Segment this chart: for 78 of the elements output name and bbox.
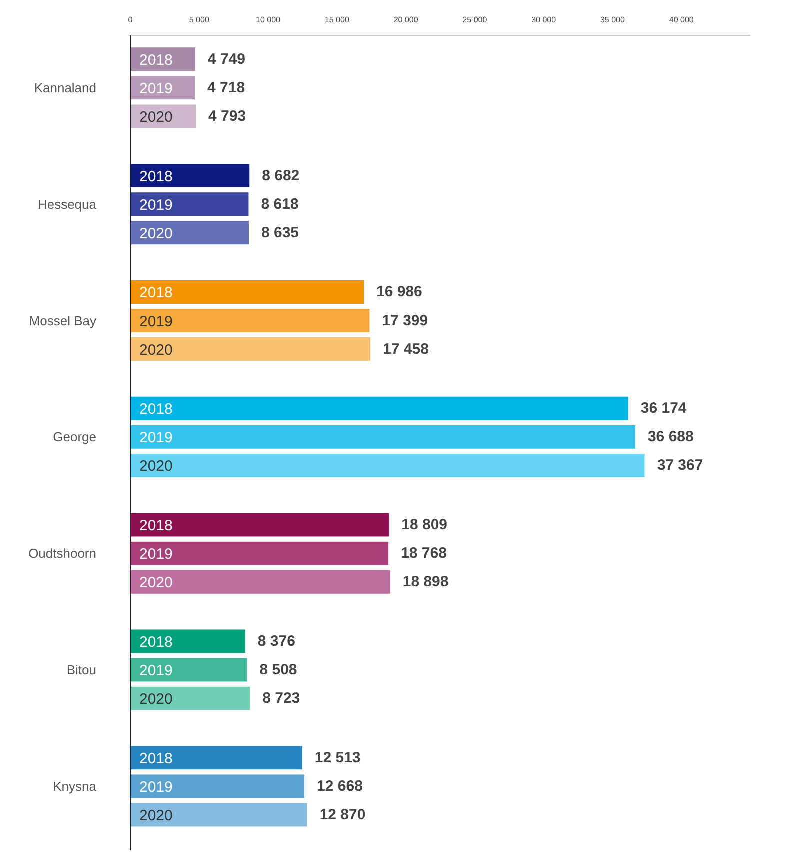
data-label: 8 376 — [258, 633, 296, 650]
x-tick-label: 30 000 — [532, 16, 557, 24]
data-label: 8 508 — [260, 662, 298, 679]
x-tick-label: 40 000 — [669, 16, 694, 24]
data-label: 12 513 — [314, 749, 361, 766]
y-tick-label: Hessequa — [38, 196, 98, 212]
bar — [130, 774, 306, 800]
text: 2018 — [140, 634, 173, 652]
text: 2020 — [140, 574, 173, 592]
bar — [130, 540, 390, 566]
data-label: 4 718 — [208, 79, 246, 96]
text: 2018 — [140, 401, 173, 418]
series-label: 2019 — [140, 430, 173, 447]
bar — [130, 220, 250, 246]
y-tick-label: Bitou — [66, 662, 97, 678]
bar — [130, 192, 250, 218]
bar — [130, 628, 246, 654]
text: 2018 — [140, 750, 173, 768]
bar — [130, 452, 646, 478]
series-label: 2018 — [140, 518, 173, 535]
data-label: 12 668 — [317, 778, 363, 795]
data-label: 8 635 — [261, 224, 300, 242]
text: 2019 — [140, 662, 173, 680]
data-label: 18 768 — [401, 545, 447, 562]
data-label: 17 399 — [382, 312, 428, 330]
x-tick-label: 10 000 — [256, 16, 282, 24]
text: 2019 — [140, 546, 173, 564]
data-label: 37 367 — [657, 457, 704, 474]
bar — [130, 745, 304, 771]
text: 2019 — [140, 80, 173, 98]
text: 2019 — [140, 313, 173, 330]
y-tick-label: Oudtshoorn — [28, 546, 97, 562]
bar — [130, 657, 248, 683]
data-label: 17 458 — [383, 340, 429, 358]
text: 2020 — [140, 342, 173, 359]
x-tick-label: 15 000 — [324, 16, 350, 24]
text: 2018 — [140, 52, 173, 69]
y-tick-label: Kannaland — [34, 80, 97, 96]
text: 2020 — [140, 807, 173, 824]
bar — [130, 686, 252, 712]
x-tick-label: 25 000 — [462, 16, 488, 24]
data-label: 8 618 — [261, 196, 299, 213]
text: 2019 — [140, 196, 173, 214]
bar — [130, 75, 196, 101]
series-label: 2020 — [140, 225, 173, 242]
bar — [130, 512, 390, 538]
data-label: 18 809 — [402, 516, 448, 534]
data-label: 16 986 — [376, 284, 422, 301]
bar — [130, 569, 392, 595]
text: 2020 — [140, 458, 173, 476]
text: 2020 — [140, 108, 173, 126]
bar — [130, 280, 366, 305]
data-label: 8 723 — [262, 690, 300, 708]
data-label: 12 870 — [320, 806, 366, 824]
bar — [130, 802, 308, 828]
bar — [130, 424, 636, 450]
bar — [130, 46, 196, 72]
data-label: 4 749 — [208, 50, 246, 68]
y-tick-label: Knysna — [53, 778, 98, 794]
x-tick-label: 35 000 — [600, 16, 626, 24]
y-tick-label: George — [53, 430, 97, 445]
bar — [130, 396, 630, 422]
bar — [130, 308, 371, 334]
text: 2019 — [140, 778, 173, 796]
x-tick-label: 20 000 — [394, 16, 419, 24]
data-label: 8 682 — [262, 167, 300, 184]
text: 2020 — [140, 691, 173, 708]
bar — [130, 163, 251, 189]
data-label: 36 174 — [640, 400, 688, 418]
text: 2018 — [140, 284, 173, 302]
data-label: 36 688 — [648, 428, 694, 446]
data-label: 4 793 — [208, 108, 246, 125]
y-tick-label: Mossel Bay — [29, 313, 97, 328]
bar — [130, 336, 372, 362]
x-tick-label: 5 000 — [189, 16, 210, 24]
x-tick-label: 0 — [128, 16, 134, 24]
text: 2018 — [140, 168, 173, 186]
data-label: 18 898 — [402, 574, 449, 591]
